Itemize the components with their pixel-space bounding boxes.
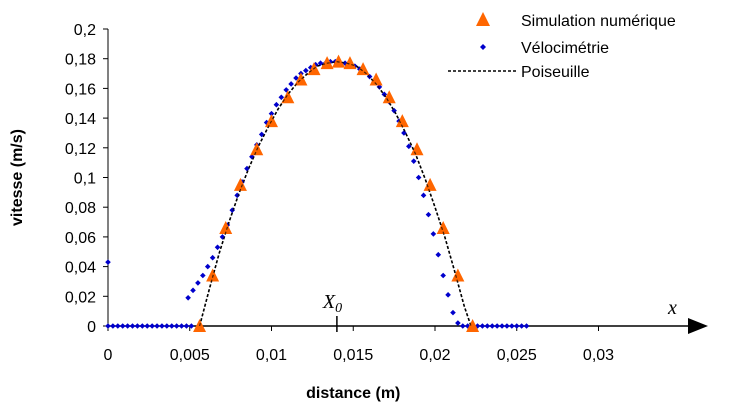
velocimetry-point <box>185 295 191 301</box>
x0-label-main: X <box>322 291 336 313</box>
velocimetry-point <box>130 323 136 329</box>
velocimetry-point <box>509 323 515 329</box>
velocimetry-point <box>411 158 417 164</box>
velocimetry-point <box>274 102 280 108</box>
velocimetry-point <box>159 323 165 329</box>
velocimetry-point <box>499 323 505 329</box>
y-tick-label: 0,08 <box>65 200 96 217</box>
y-tick-label: 0,04 <box>65 260 96 277</box>
y-tick-label: 0,12 <box>65 141 96 158</box>
simulation-point <box>234 178 247 191</box>
velocimetry-point <box>110 323 116 329</box>
legend: Simulation numérique Vélocimétrie Poiseuil… <box>448 12 676 81</box>
velocimetry-point <box>195 280 201 286</box>
y-tick-label: 0,18 <box>65 52 96 69</box>
velocimetry-point <box>164 323 170 329</box>
legend-diamond-icon <box>480 44 486 50</box>
velocimetry-point <box>140 323 146 329</box>
velocimetry-point <box>519 323 525 329</box>
velocimetry-point <box>135 323 141 329</box>
velocimetry-point <box>190 288 196 294</box>
velocimetry-point <box>210 255 216 261</box>
velocimetry-point <box>455 320 461 326</box>
x-tick-label: 0,02 <box>419 347 450 364</box>
velocimetry-point <box>184 323 190 329</box>
y-axis-title: vitesse (m/s) <box>9 129 26 226</box>
velocimetry-point <box>504 323 510 329</box>
velocimetry-point <box>144 323 150 329</box>
y-tick-label: 0,16 <box>65 81 96 98</box>
axes: 0 0,02 0,04 0,06 0,08 0,1 0,12 0,14 0,16 0,18 0,2 0… <box>9 22 708 402</box>
velocimetry-point <box>205 264 211 270</box>
x-tick-label: 0,03 <box>583 347 614 364</box>
velocimetry-point <box>485 323 491 329</box>
velocimetry-point <box>480 323 486 329</box>
velocimetry-point <box>174 323 180 329</box>
velocimetry-point <box>494 323 500 329</box>
x-tick-label: 0,015 <box>333 347 373 364</box>
y-tick-label: 0,2 <box>74 22 96 39</box>
velocimetry-point <box>460 323 466 329</box>
velocimetry-point <box>303 68 309 74</box>
velocimetry-point <box>524 323 530 329</box>
velocimetry-point <box>416 175 422 181</box>
x0-label-sub: 0 <box>335 301 342 316</box>
velocimetry-point <box>200 273 206 279</box>
velocimetry-point <box>431 231 437 237</box>
x-tick-label: 0,025 <box>497 347 537 364</box>
velocimetry-point <box>450 310 456 316</box>
series-group <box>105 55 529 332</box>
velocimetry-point <box>514 323 520 329</box>
velocimetry-point <box>215 244 221 250</box>
velocimetry-point <box>288 81 294 87</box>
velocimetry-point <box>440 273 446 279</box>
x-axis-title: distance (m) <box>306 385 400 402</box>
velocimetry-point <box>154 323 160 329</box>
y-tick-label: 0 <box>87 319 96 336</box>
velocimetry-point <box>179 323 185 329</box>
velocimetry-point <box>105 259 111 265</box>
velocimetry-point <box>169 323 175 329</box>
y-tick-label: 0,14 <box>65 111 96 128</box>
velocimetry-point <box>105 323 111 329</box>
x-tick-label: 0,01 <box>256 347 287 364</box>
x-axis-letter: x <box>667 297 677 319</box>
poiseuille-line-overlay <box>200 62 471 326</box>
x-tick-label: 0 <box>104 347 113 364</box>
x0-label: X0 <box>322 291 342 316</box>
velocimetry-point <box>279 95 285 101</box>
x-axis-arrow <box>688 318 708 334</box>
velocimetry-point <box>489 323 495 329</box>
y-tick-label: 0,1 <box>74 171 96 188</box>
velocimetry-point <box>445 292 451 298</box>
velocimetry-point <box>234 193 240 199</box>
velocimetry-point <box>149 323 155 329</box>
velocimetry-point <box>435 252 441 258</box>
y-tick-label: 0,06 <box>65 230 96 247</box>
velocimetry-point <box>120 323 126 329</box>
legend-label: Simulation numérique <box>521 13 676 30</box>
velocimetry-point <box>421 193 427 199</box>
legend-triangle-icon <box>476 12 490 26</box>
velocimetry-point <box>115 323 121 329</box>
y-tick-label: 0,02 <box>65 289 96 306</box>
legend-label: Vélocimétrie <box>521 40 609 57</box>
simulation-point <box>451 269 464 282</box>
velocimetry-point <box>426 212 432 218</box>
velocimetry-point <box>125 323 131 329</box>
x-tick-label: 0,005 <box>170 347 210 364</box>
legend-label: Poiseuille <box>521 64 590 81</box>
